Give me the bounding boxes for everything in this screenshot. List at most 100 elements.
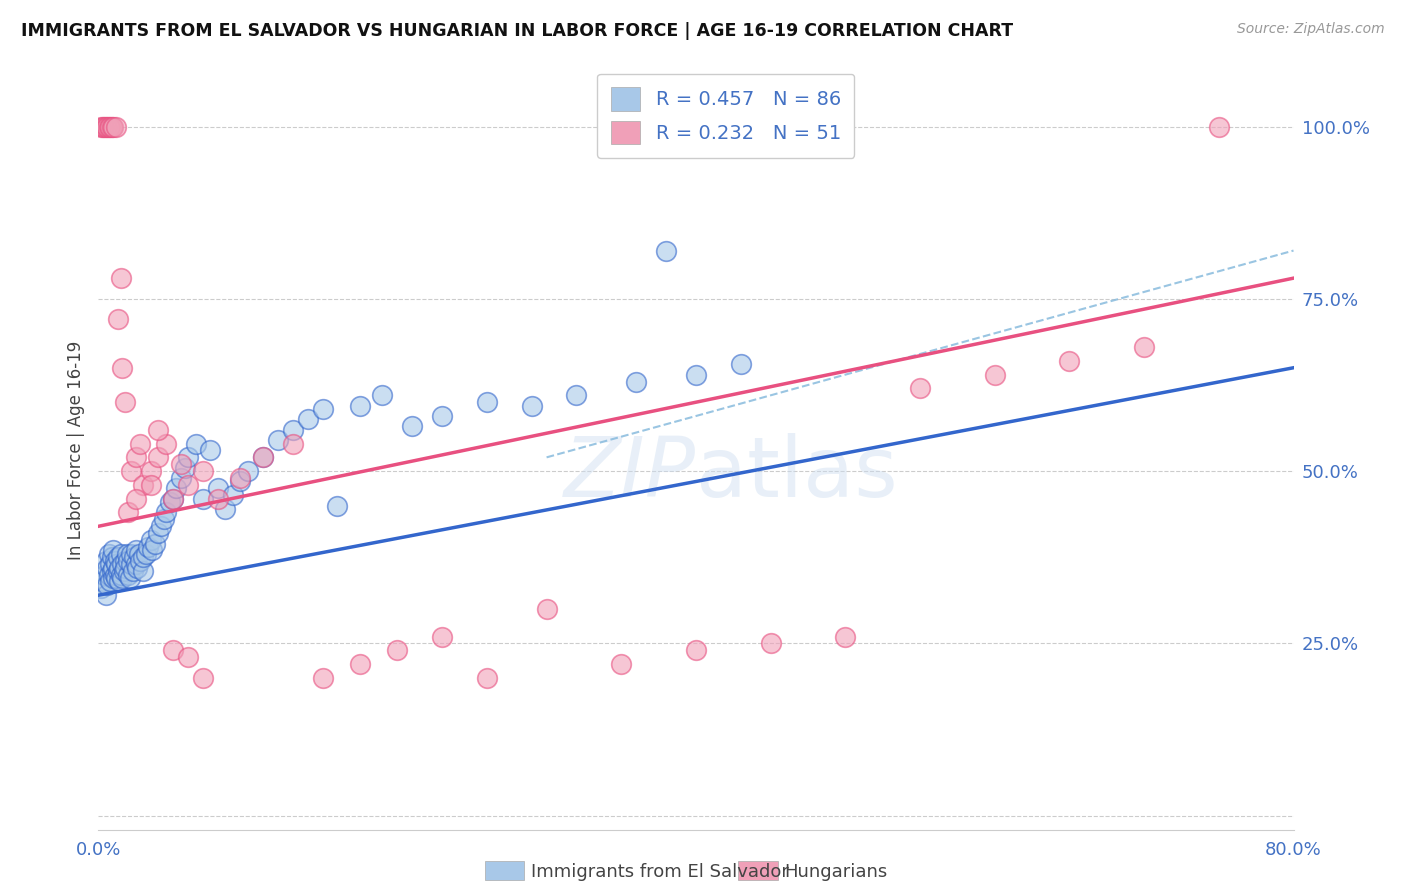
Point bbox=[96, 578, 118, 592]
Point bbox=[267, 433, 290, 447]
Point bbox=[1133, 340, 1156, 354]
Point bbox=[214, 502, 236, 516]
Point bbox=[148, 526, 170, 541]
Point bbox=[91, 120, 114, 134]
Point bbox=[101, 564, 124, 578]
Text: atlas: atlas bbox=[696, 433, 897, 514]
Point bbox=[114, 395, 136, 409]
Point bbox=[200, 443, 222, 458]
Point bbox=[162, 491, 184, 506]
Point bbox=[105, 571, 128, 585]
Point bbox=[191, 671, 214, 685]
Point bbox=[108, 574, 131, 589]
Point bbox=[136, 540, 159, 554]
Point bbox=[401, 419, 423, 434]
Point bbox=[97, 567, 120, 582]
Point bbox=[311, 671, 333, 685]
Point bbox=[117, 554, 139, 568]
Point bbox=[159, 495, 181, 509]
Point bbox=[162, 491, 184, 506]
Point bbox=[281, 423, 304, 437]
Point bbox=[984, 368, 1007, 382]
Point bbox=[107, 550, 129, 565]
Point bbox=[129, 436, 152, 450]
Point bbox=[97, 120, 120, 134]
Point bbox=[759, 636, 782, 650]
Point bbox=[141, 543, 163, 558]
Point bbox=[626, 375, 648, 389]
Point bbox=[150, 519, 173, 533]
Text: ZIP: ZIP bbox=[564, 433, 696, 514]
Point bbox=[124, 550, 146, 565]
Point bbox=[430, 630, 453, 644]
Point bbox=[475, 671, 498, 685]
Point bbox=[207, 482, 229, 496]
Point bbox=[93, 120, 115, 134]
Point bbox=[169, 457, 191, 471]
Point bbox=[108, 560, 131, 574]
Point bbox=[311, 402, 333, 417]
Point bbox=[565, 388, 588, 402]
Point bbox=[121, 564, 143, 578]
Text: IMMIGRANTS FROM EL SALVADOR VS HUNGARIAN IN LABOR FORCE | AGE 16-19 CORRELATION : IMMIGRANTS FROM EL SALVADOR VS HUNGARIAN… bbox=[21, 22, 1014, 40]
Point bbox=[103, 543, 125, 558]
Point bbox=[281, 436, 304, 450]
Text: Hungarians: Hungarians bbox=[785, 863, 887, 881]
Point bbox=[1059, 354, 1081, 368]
Point bbox=[107, 312, 129, 326]
Point bbox=[148, 423, 170, 437]
Point bbox=[191, 491, 214, 506]
Point bbox=[349, 399, 371, 413]
Text: Immigrants from El Salvador: Immigrants from El Salvador bbox=[531, 863, 789, 881]
Point bbox=[118, 571, 141, 585]
Point bbox=[114, 560, 136, 574]
Point bbox=[105, 557, 128, 572]
Point bbox=[125, 491, 148, 506]
Point bbox=[120, 464, 142, 478]
Point bbox=[536, 602, 558, 616]
Point bbox=[128, 547, 150, 561]
Point bbox=[115, 547, 138, 561]
Point bbox=[297, 412, 319, 426]
Point bbox=[98, 574, 122, 589]
Point bbox=[94, 120, 117, 134]
Point bbox=[191, 464, 214, 478]
Point bbox=[834, 630, 856, 644]
Point bbox=[120, 547, 142, 561]
Point bbox=[111, 557, 134, 572]
Point bbox=[148, 450, 170, 465]
Point bbox=[655, 244, 678, 258]
Point bbox=[101, 550, 124, 565]
Point bbox=[139, 478, 162, 492]
Point bbox=[326, 499, 349, 513]
Point bbox=[135, 547, 157, 561]
Point bbox=[110, 567, 132, 582]
Point bbox=[105, 120, 128, 134]
Point bbox=[98, 557, 122, 572]
Point bbox=[385, 643, 409, 657]
Point bbox=[610, 657, 633, 672]
Text: Source: ZipAtlas.com: Source: ZipAtlas.com bbox=[1237, 22, 1385, 37]
Point bbox=[132, 550, 155, 565]
Point bbox=[94, 588, 117, 602]
Point bbox=[252, 450, 274, 465]
Point bbox=[132, 478, 155, 492]
Point bbox=[117, 567, 139, 582]
Point bbox=[103, 560, 125, 574]
Point bbox=[139, 464, 162, 478]
Point bbox=[222, 488, 245, 502]
Point bbox=[90, 582, 112, 596]
Point bbox=[94, 554, 117, 568]
Point bbox=[252, 450, 274, 465]
Point bbox=[177, 450, 200, 465]
Point bbox=[104, 554, 127, 568]
Point bbox=[685, 368, 707, 382]
Point bbox=[112, 564, 135, 578]
Point bbox=[127, 560, 149, 574]
Point bbox=[129, 554, 152, 568]
Point bbox=[120, 557, 142, 572]
Point bbox=[908, 381, 931, 395]
Point bbox=[184, 436, 207, 450]
Point bbox=[143, 536, 166, 550]
Point bbox=[91, 574, 114, 589]
